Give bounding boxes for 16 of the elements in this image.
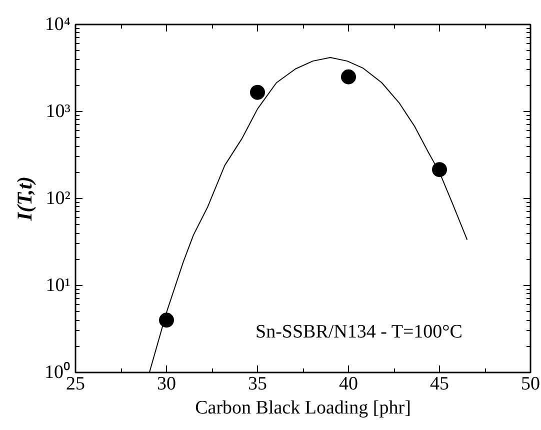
annotation: Sn-SSBR/N134 - T=100°C xyxy=(256,322,462,342)
x-tick-label: 40 xyxy=(339,374,358,394)
x-tick-label: 30 xyxy=(157,374,176,394)
y-tick-label: 10⁴ xyxy=(44,14,71,35)
x-tick-label: 35 xyxy=(248,374,267,394)
x-tick-label: 45 xyxy=(430,374,449,394)
y-tick-label: 10³ xyxy=(46,101,71,122)
x-axis-title: Carbon Black Loading [phr] xyxy=(195,398,411,418)
y-tick-label: 10¹ xyxy=(46,275,71,296)
point xyxy=(250,84,265,100)
point xyxy=(432,162,447,178)
y-tick-label: 10² xyxy=(46,188,71,209)
point xyxy=(159,312,174,328)
x-tick-label: 50 xyxy=(521,374,540,394)
point xyxy=(341,69,356,84)
y-axis-title: I(T,t) xyxy=(12,176,36,222)
